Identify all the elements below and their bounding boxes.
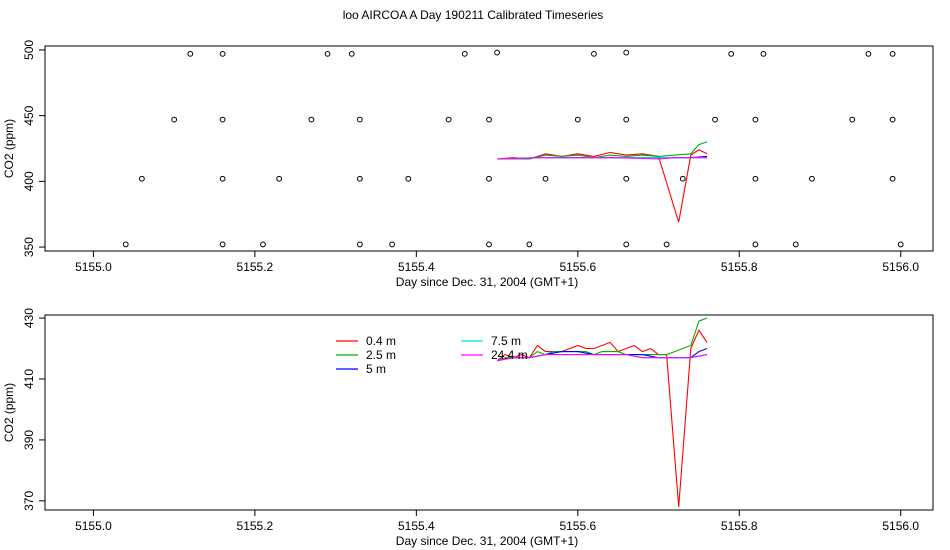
scatter-point [574,116,581,123]
scatter-point [494,49,500,56]
top-panel: 5155.0 5155.2 5155.4 5155.6 5155.8 5156.0 350 4… [2,40,934,289]
scatter-point [405,175,412,182]
bottom-panel: 5155.0 5155.2 5155.4 5155.6 5155.8 5156.0 370 3… [2,308,934,548]
scatter-point [760,50,767,57]
scatter-point [486,175,492,182]
x-tick-label: 5155.4 [398,260,435,274]
x-tick-label: 5155.0 [75,260,112,274]
scatter-point [187,50,194,57]
scatter-point [486,241,492,248]
scatter-point [752,116,759,123]
scatter-point [865,50,872,57]
scatter-point [356,241,363,248]
x-axis-label: Day since Dec. 31, 2004 (GMT+1) [396,534,578,548]
scatter-point [486,116,492,123]
series-line [497,149,708,223]
scatter-point [889,116,896,123]
chart-title: loo AIRCOA A Day 190211 Calibrated Times… [343,8,604,22]
scatter-point [308,116,315,123]
series-line [497,141,708,160]
y-tick-label: 500 [22,40,36,60]
scatter-point [171,116,178,123]
y-tick-label: 350 [22,237,36,257]
scatter-point [122,241,129,248]
legend: 0.4 m2.5 m5 m 7.5 m24.4 m [336,334,528,376]
scatter-point [356,175,363,182]
series-line [496,317,708,362]
plot-frame [44,314,934,511]
x-tick-label: 5155.0 [75,519,112,533]
scatter-point [445,116,452,123]
y-axis-label: CO2 (ppm) [2,383,16,442]
legend-label: 5 m [366,362,386,376]
scatter-point [348,50,355,57]
scatter-point [461,50,468,57]
x-tick-label: 5155.2 [237,519,274,533]
y-tick-label: 410 [22,369,36,389]
scatter-point [389,241,396,248]
y-tick-label: 390 [22,430,36,450]
scatter-point [219,175,226,182]
y-tick-label: 450 [22,105,36,125]
scatter-point [809,175,815,182]
scatter-point [219,241,226,248]
scatter-point [712,116,718,123]
scatter-point [889,50,896,57]
x-tick-label: 5155.8 [721,519,758,533]
x-tick-label: 5156.0 [882,260,919,274]
scatter-point [591,50,597,57]
y-tick-label: 400 [22,171,36,191]
scatter-point [849,116,856,123]
scatter-point [889,175,896,182]
x-tick-label: 5155.2 [237,260,274,274]
legend-label: 7.5 m [491,334,521,348]
series-line [496,354,708,362]
scatter-point [623,241,630,248]
scatter-point [138,175,145,182]
legend-label: 24.4 m [491,348,528,362]
legend-label: 0.4 m [366,334,396,348]
scatter-point [542,175,549,182]
x-tick-label: 5155.6 [559,519,596,533]
y-tick-label: 430 [22,308,36,328]
x-tick-label: 5155.4 [398,519,435,533]
x-tick-label: 5155.6 [559,260,596,274]
scatter-point [623,116,630,123]
series-line [497,157,707,160]
scatter-point [219,116,226,123]
x-axis-label: Day since Dec. 31, 2004 (GMT+1) [396,275,578,289]
series-line [496,329,708,508]
scatter-point [623,49,630,56]
legend-label: 2.5 m [366,348,396,362]
scatter-point [663,241,670,248]
y-axis-label: CO2 (ppm) [2,119,16,178]
scatter-point [752,175,759,182]
scatter-point [897,241,904,248]
x-tick-label: 5155.8 [721,260,758,274]
scatter-point [260,241,266,248]
x-tick-label: 5156.0 [882,519,919,533]
plot-frame [44,45,934,252]
scatter-point [792,241,799,248]
scatter-point [324,50,331,57]
scatter-point [276,175,283,182]
scatter-point [356,116,363,123]
scatter-point [623,175,630,182]
scatter-point [679,175,686,182]
scatter-point [752,241,759,248]
y-tick-label: 370 [22,491,36,511]
scatter-point [526,241,533,248]
scatter-point [219,50,226,57]
scatter-point [728,50,735,57]
